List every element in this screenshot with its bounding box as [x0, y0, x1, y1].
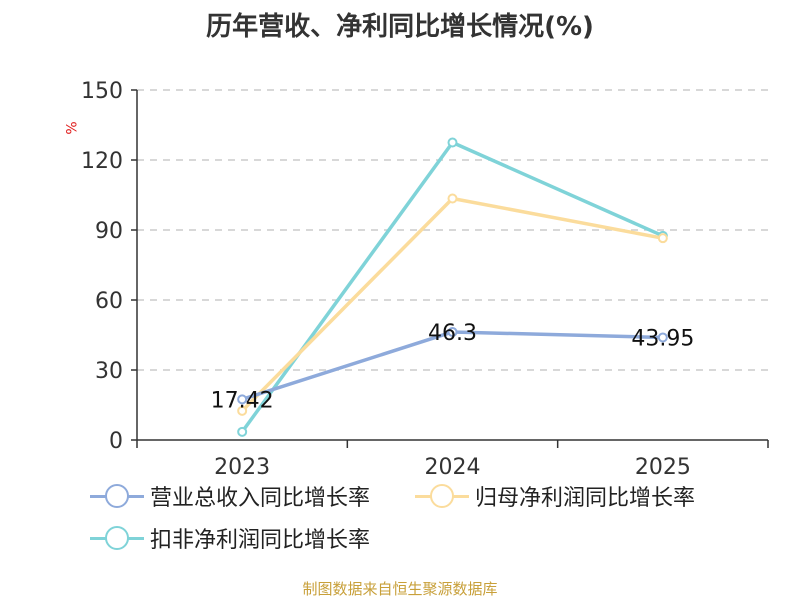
x-tick-label: 2025: [635, 455, 691, 480]
data-label: 43.95: [631, 326, 694, 351]
data-label: 46.3: [428, 321, 477, 346]
data-point: [657, 332, 668, 343]
legend-label: 营业总收入同比增长率: [150, 486, 371, 511]
legend-item[interactable]: 营业总收入同比增长率: [90, 480, 370, 512]
legend-item[interactable]: 扣非净利润同比增长率: [90, 522, 370, 554]
legend-marker-icon: [415, 484, 469, 508]
data-point: [237, 405, 248, 416]
data-point: [237, 426, 248, 437]
y-tick-label: 30: [95, 359, 123, 384]
data-point: [447, 326, 458, 337]
chart-title: 历年营收、净利同比增长情况(%): [206, 12, 594, 42]
legend-marker-icon: [90, 526, 144, 550]
x-tick-label: 2024: [425, 455, 481, 480]
y-tick-label: 60: [95, 289, 123, 314]
legend-marker-icon: [90, 484, 144, 508]
series-line: [240, 140, 664, 433]
y-tick-label: 150: [81, 79, 123, 104]
data-point: [237, 394, 248, 405]
data-source-footer: 制图数据来自恒生聚源数据库: [302, 580, 498, 598]
y-tick-label: 90: [95, 219, 123, 244]
data-point: [657, 233, 668, 244]
legend-marker-circle: [105, 484, 129, 508]
legend-marker-circle: [430, 484, 454, 508]
legend-label: 归母净利润同比增长率: [475, 486, 696, 511]
x-tick-label: 2023: [214, 455, 270, 480]
data-point: [447, 137, 458, 148]
legend-label: 扣非净利润同比增长率: [150, 528, 371, 553]
y-tick-label: 0: [109, 429, 123, 454]
data-label: 17.42: [211, 388, 274, 413]
y-tick-label: 120: [81, 149, 123, 174]
data-point: [447, 193, 458, 204]
legend-marker-circle: [105, 526, 129, 550]
legend-item[interactable]: 归母净利润同比增长率: [415, 480, 695, 512]
